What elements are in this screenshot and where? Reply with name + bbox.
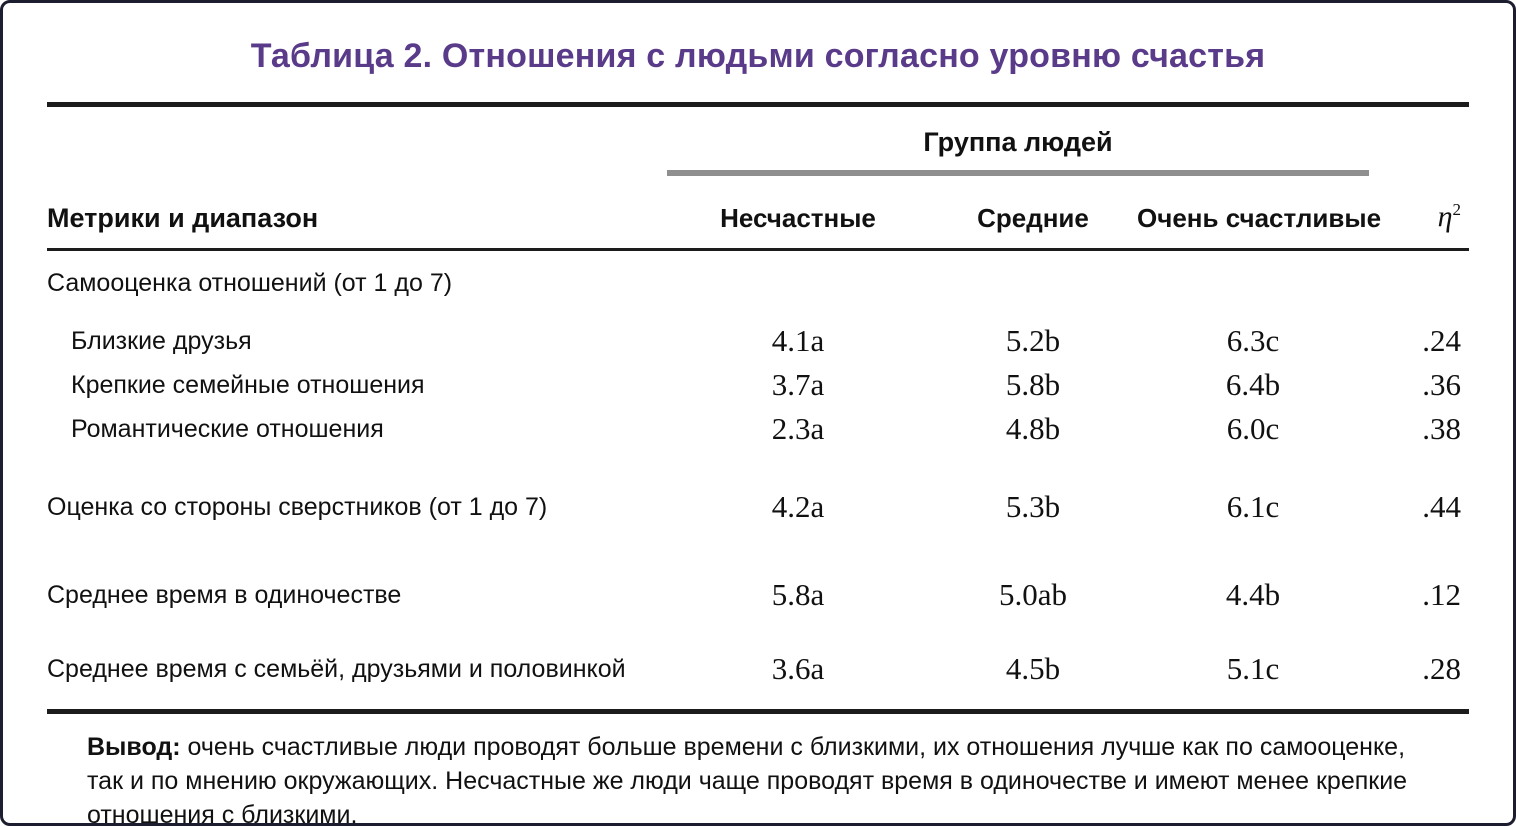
- table-row: Оценка со стороны сверстников (от 1 до 7…: [47, 485, 1469, 529]
- cell-value: 6.0c: [1226, 411, 1280, 446]
- cell-value: 4.1a: [771, 323, 825, 358]
- eta-symbol: η: [1437, 200, 1453, 233]
- row-label: Самооценка отношений (от 1 до 7): [47, 268, 453, 297]
- cell-value: 5.8b: [1005, 367, 1061, 402]
- cell-value: 5.0ab: [998, 577, 1067, 612]
- eta-exponent: 2: [1452, 200, 1462, 219]
- table-row: Среднее время с семьёй, друзьями и полов…: [47, 647, 1469, 691]
- cell-value: 4.4b: [1225, 577, 1281, 612]
- table-row-section: Самооценка отношений (от 1 до 7): [47, 261, 1469, 305]
- column-group-header: Группа людей: [667, 127, 1369, 176]
- conclusion-label: Вывод:: [87, 733, 181, 761]
- row-header-label: Метрики и диапазон: [47, 203, 319, 233]
- column-header-very-happy: Очень счастливые: [1137, 203, 1382, 233]
- column-header-unhappy: Несчастные: [720, 203, 876, 233]
- cell-eta-value: .36: [1422, 367, 1461, 402]
- group-header-spacer-right: [1369, 127, 1475, 176]
- column-header-row: Метрики и диапазон Несчастные Средние Оч…: [47, 200, 1469, 234]
- group-header-row: Группа людей: [47, 127, 1469, 176]
- table-row: Среднее время в одиночестве 5.8a 5.0ab 4…: [47, 573, 1469, 617]
- cell-value: 5.8a: [771, 577, 825, 612]
- row-label: Близкие друзья: [71, 326, 252, 355]
- table-title: Таблица 2. Отношения с людьми согласно у…: [250, 37, 1266, 75]
- row-label: Крепкие семейные отношения: [71, 370, 425, 399]
- row-label: Среднее время в одиночестве: [47, 580, 402, 609]
- cell-value: 6.4b: [1225, 367, 1281, 402]
- table-row: Крепкие семейные отношения 3.7a 5.8b 6.4…: [47, 363, 1469, 407]
- top-double-rule: [47, 102, 1469, 107]
- row-label: Оценка со стороны сверстников (от 1 до 7…: [47, 492, 548, 521]
- cell-value: 5.2b: [1005, 323, 1061, 358]
- conclusion-text: очень счастливые люди проводят больше вр…: [87, 733, 1408, 826]
- cell-value: 2.3a: [771, 411, 825, 446]
- column-header-average: Средние: [977, 203, 1089, 233]
- table-row: Романтические отношения 2.3a 4.8b 6.0c .…: [47, 407, 1469, 451]
- bottom-double-rule: [47, 709, 1469, 714]
- cell-eta-value: .24: [1422, 323, 1461, 358]
- cell-value: 5.3b: [1005, 489, 1061, 524]
- cell-value: 3.6a: [771, 651, 825, 686]
- conclusion-note: Вывод: очень счастливые люди проводят бо…: [87, 730, 1427, 826]
- group-header-spacer-left: [47, 127, 667, 176]
- cell-value: 5.1c: [1226, 651, 1280, 686]
- cell-eta-value: .38: [1422, 411, 1461, 446]
- row-label: Романтические отношения: [71, 414, 384, 443]
- cell-value: 4.5b: [1005, 651, 1061, 686]
- cell-eta-value: .44: [1422, 489, 1461, 524]
- table-row: Близкие друзья 4.1a 5.2b 6.3c .24: [47, 319, 1469, 363]
- cell-value: 6.3c: [1226, 323, 1280, 358]
- row-label: Среднее время с семьёй, друзьями и полов…: [47, 654, 626, 683]
- cell-value: 4.8b: [1005, 411, 1061, 446]
- cell-value: 6.1c: [1226, 489, 1280, 524]
- table-content: Таблица 2. Отношения с людьми согласно у…: [3, 37, 1513, 826]
- cell-eta-value: .28: [1422, 651, 1461, 686]
- cell-value: 3.7a: [771, 367, 825, 402]
- cell-value: 4.2a: [771, 489, 825, 524]
- cell-eta-value: .12: [1422, 577, 1461, 612]
- header-rule: [47, 248, 1469, 251]
- eta-squared-header: η2: [1369, 200, 1475, 234]
- group-header-label: Группа людей: [923, 127, 1113, 157]
